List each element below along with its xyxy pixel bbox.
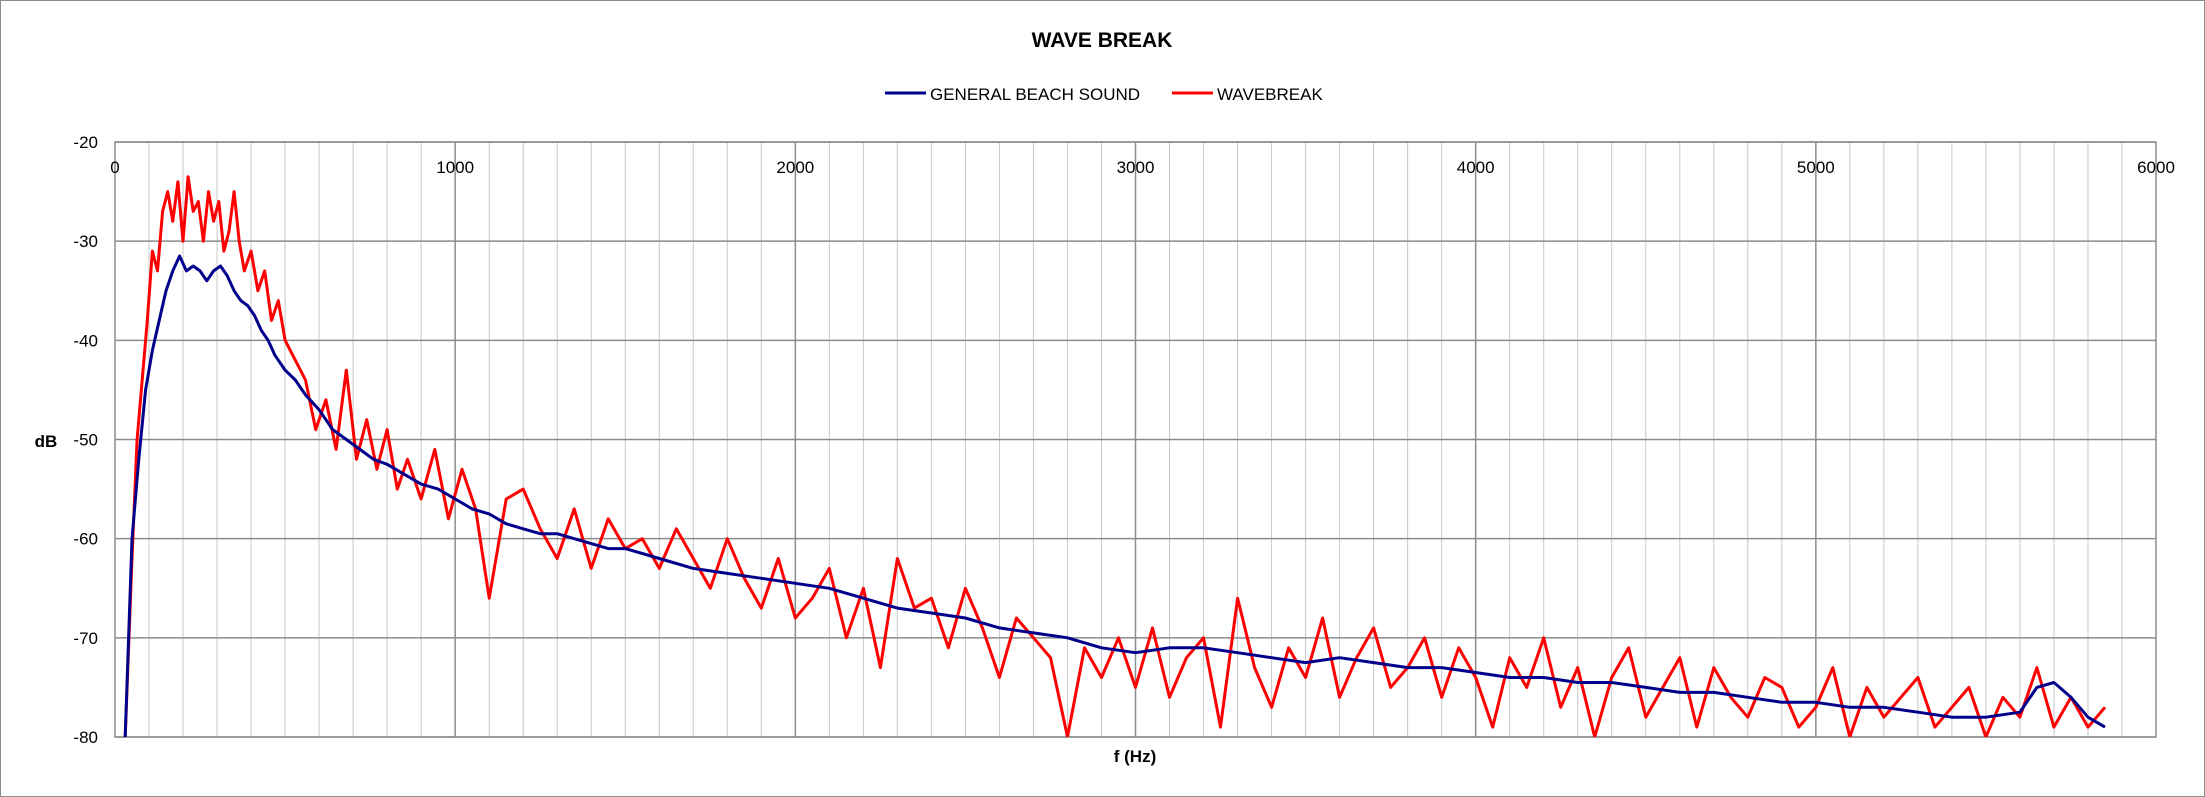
y-tick-label: -30 <box>73 232 98 251</box>
y-tick-label: -20 <box>73 133 98 152</box>
x-tick-label: 4000 <box>1457 158 1495 177</box>
series-layer <box>123 175 2107 737</box>
y-tick-label: -60 <box>73 530 98 549</box>
x-tick-label: 0 <box>110 158 119 177</box>
x-tick-label: 3000 <box>1117 158 1155 177</box>
series-line-wavebreak <box>123 175 2107 737</box>
y-tick-label: -40 <box>73 331 98 350</box>
x-tick-label: 5000 <box>1797 158 1835 177</box>
x-tick-label: 6000 <box>2137 158 2175 177</box>
y-axis-label: dB <box>35 432 58 451</box>
y-tick-label: -80 <box>73 728 98 747</box>
legend-label-general-beach-sound: GENERAL BEACH SOUND <box>930 85 1140 104</box>
y-tick-label: -70 <box>73 629 98 648</box>
x-tick-label: 2000 <box>776 158 814 177</box>
x-axis-label: f (Hz) <box>1114 747 1156 766</box>
x-tick-label: 1000 <box>436 158 474 177</box>
grid <box>115 141 2156 738</box>
y-axis-ticks: -20 -30 -40 -50 -60 -70 -80 <box>73 133 98 747</box>
x-axis-ticks: 0 1000 2000 3000 4000 5000 6000 <box>110 158 2175 177</box>
series-line-general-beach-sound <box>123 254 2106 737</box>
plot-area <box>114 141 2157 738</box>
chart-title: WAVE BREAK <box>1032 29 1173 52</box>
legend: GENERAL BEACH SOUND WAVEBREAK <box>885 85 1323 104</box>
legend-label-wavebreak: WAVEBREAK <box>1217 85 1323 104</box>
y-tick-label: -50 <box>73 431 98 450</box>
